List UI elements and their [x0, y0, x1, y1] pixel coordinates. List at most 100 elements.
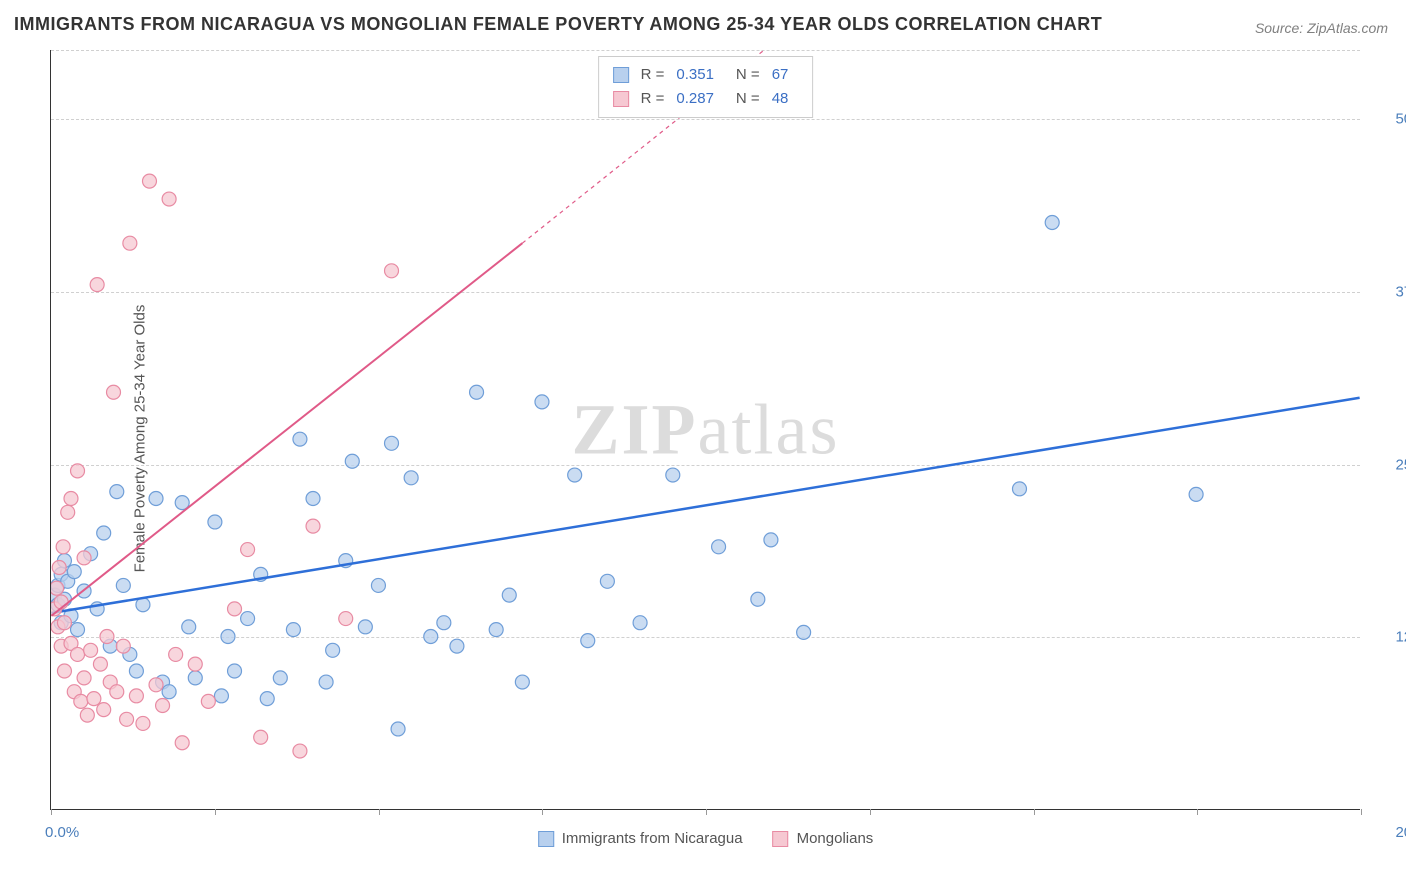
- data-point: [666, 468, 680, 482]
- y-tick-label: 50.0%: [1373, 111, 1406, 128]
- data-point: [214, 689, 228, 703]
- legend-swatch-icon: [613, 67, 629, 83]
- y-tick-label: 12.5%: [1373, 629, 1406, 646]
- scatter-chart: [51, 50, 1360, 809]
- data-point: [764, 533, 778, 547]
- data-point: [77, 671, 91, 685]
- data-point: [116, 578, 130, 592]
- data-point: [371, 578, 385, 592]
- data-point: [74, 694, 88, 708]
- data-point: [100, 630, 114, 644]
- data-point: [156, 699, 170, 713]
- data-point: [535, 395, 549, 409]
- data-point: [188, 671, 202, 685]
- data-point: [1012, 482, 1026, 496]
- legend-item: Mongolians: [773, 830, 874, 847]
- data-point: [254, 730, 268, 744]
- data-point: [568, 468, 582, 482]
- data-point: [633, 616, 647, 630]
- data-point: [93, 657, 107, 671]
- data-point: [208, 515, 222, 529]
- series-legend: Immigrants from Nicaragua Mongolians: [538, 830, 874, 847]
- data-point: [385, 436, 399, 450]
- data-point: [241, 543, 255, 557]
- data-point: [129, 689, 143, 703]
- data-point: [57, 616, 71, 630]
- legend-swatch-icon: [773, 831, 789, 847]
- data-point: [51, 581, 64, 595]
- data-point: [502, 588, 516, 602]
- x-tick-min: 0.0%: [45, 824, 79, 841]
- data-point: [71, 623, 85, 637]
- data-point: [286, 623, 300, 637]
- data-point: [228, 664, 242, 678]
- chart-title: IMMIGRANTS FROM NICARAGUA VS MONGOLIAN F…: [14, 14, 1102, 35]
- data-point: [149, 678, 163, 692]
- data-point: [188, 657, 202, 671]
- data-point: [712, 540, 726, 554]
- data-point: [90, 278, 104, 292]
- data-point: [162, 685, 176, 699]
- data-point: [162, 192, 176, 206]
- data-point: [182, 620, 196, 634]
- legend-label: Mongolians: [797, 830, 874, 847]
- x-tick-max: 20.0%: [1373, 824, 1406, 841]
- data-point: [107, 385, 121, 399]
- data-point: [77, 551, 91, 565]
- data-point: [136, 716, 150, 730]
- data-point: [87, 692, 101, 706]
- trend-line: [51, 398, 1359, 613]
- data-point: [1045, 216, 1059, 230]
- legend-swatch-icon: [538, 831, 554, 847]
- data-point: [424, 630, 438, 644]
- data-point: [80, 708, 94, 722]
- data-point: [201, 694, 215, 708]
- data-point: [149, 492, 163, 506]
- data-point: [404, 471, 418, 485]
- data-point: [273, 671, 287, 685]
- data-point: [797, 625, 811, 639]
- data-point: [293, 744, 307, 758]
- data-point: [61, 505, 75, 519]
- plot-area: ZIPatlas 12.5%25.0%37.5%50.0% 0.0% 20.0%…: [50, 50, 1360, 810]
- y-tick-label: 25.0%: [1373, 456, 1406, 473]
- legend-row: R =0.351N =67: [613, 63, 799, 87]
- data-point: [228, 602, 242, 616]
- data-point: [71, 647, 85, 661]
- data-point: [751, 592, 765, 606]
- data-point: [64, 492, 78, 506]
- data-point: [56, 540, 70, 554]
- data-point: [319, 675, 333, 689]
- legend-item: Immigrants from Nicaragua: [538, 830, 743, 847]
- trend-line: [51, 243, 522, 616]
- data-point: [358, 620, 372, 634]
- data-point: [97, 703, 111, 717]
- legend-label: Immigrants from Nicaragua: [562, 830, 743, 847]
- data-point: [110, 685, 124, 699]
- data-point: [339, 612, 353, 626]
- data-point: [437, 616, 451, 630]
- data-point: [345, 454, 359, 468]
- data-point: [116, 639, 130, 653]
- data-point: [71, 464, 85, 478]
- data-point: [52, 561, 66, 575]
- data-point: [306, 519, 320, 533]
- data-point: [326, 643, 340, 657]
- data-point: [97, 526, 111, 540]
- data-point: [470, 385, 484, 399]
- data-point: [600, 574, 614, 588]
- data-point: [221, 630, 235, 644]
- data-point: [169, 647, 183, 661]
- data-point: [515, 675, 529, 689]
- data-point: [241, 612, 255, 626]
- data-point: [84, 643, 98, 657]
- data-point: [120, 712, 134, 726]
- data-point: [110, 485, 124, 499]
- data-point: [489, 623, 503, 637]
- data-point: [1189, 487, 1203, 501]
- source-attribution: Source: ZipAtlas.com: [1255, 20, 1388, 36]
- y-tick-label: 37.5%: [1373, 283, 1406, 300]
- data-point: [293, 432, 307, 446]
- data-point: [391, 722, 405, 736]
- data-point: [67, 565, 81, 579]
